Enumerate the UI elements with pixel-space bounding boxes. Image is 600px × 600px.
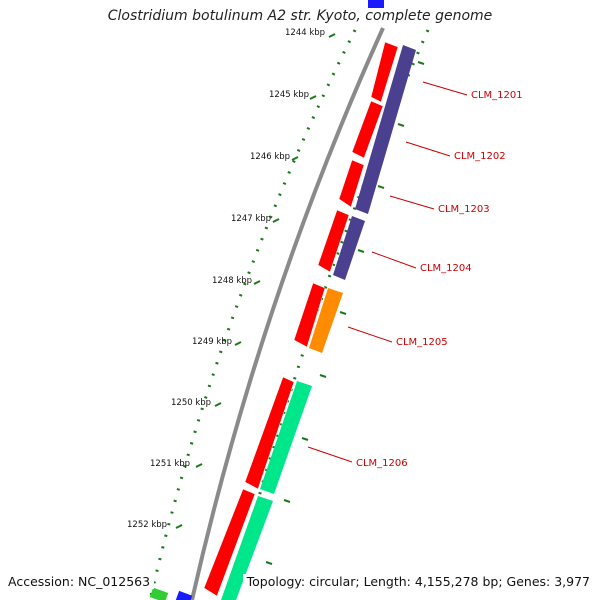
kbp-tick: [253, 280, 261, 285]
genome-summary-text: Topology: circular; Length: 4,155,278 bp…: [242, 574, 590, 589]
cds-arrow: [317, 209, 350, 273]
label-leaders: [307, 81, 468, 463]
gene-label: CLM_1206: [356, 458, 408, 469]
kbp-label: 1252 kbp: [127, 520, 167, 530]
kbp-label: 1250 kbp: [171, 398, 211, 408]
gene-label: CLM_1205: [396, 337, 448, 348]
gene-label: CLM_1203: [438, 204, 490, 215]
kbp-tick: [175, 524, 183, 529]
kbp-tick: [291, 156, 299, 161]
kbp-label: 1246 kbp: [250, 152, 290, 162]
inner-block: [260, 381, 312, 494]
cds-arrow: [203, 488, 256, 597]
kbp-tick: [234, 341, 242, 346]
inner-ticks: [265, 61, 425, 565]
inner-block: [309, 288, 343, 353]
forward-cds-track: [203, 41, 399, 597]
gene-label: CLM_1201: [471, 90, 523, 101]
cds-arrow: [338, 159, 365, 208]
kbp-label: 1245 kbp: [269, 90, 309, 100]
outer-dotted-ring: [148, 29, 357, 600]
partial-feature-top: [368, 0, 384, 8]
kbp-tick: [272, 218, 280, 223]
kbp-tick: [328, 33, 336, 38]
cds-arrow: [370, 41, 399, 103]
kbp-label: 1247 kbp: [231, 214, 271, 224]
inner-block: [333, 216, 365, 280]
kbp-label: 1248 kbp: [212, 276, 252, 286]
gene-labels: CLM_1201 CLM_1202 CLM_1203 CLM_1204 CLM_…: [356, 90, 523, 469]
inner-block: [355, 45, 416, 214]
accession-text: Accession: NC_012563: [8, 574, 155, 589]
genome-backbone: [190, 27, 385, 600]
gene-label: CLM_1204: [420, 263, 472, 274]
reverse-cds-track: [221, 45, 416, 600]
partial-feature-bottom-green: [149, 587, 169, 600]
kbp-label: 1251 kbp: [150, 459, 190, 469]
kbp-label: 1249 kbp: [192, 337, 232, 347]
partial-feature-bottom-blue: [175, 590, 193, 600]
cds-arrow: [293, 282, 326, 348]
kbp-scale: 1244 kbp 1245 kbp 1246 kbp 1247 kbp 1248…: [127, 28, 336, 530]
kbp-tick: [214, 402, 222, 407]
gene-label: CLM_1202: [454, 151, 506, 162]
kbp-tick: [309, 95, 317, 100]
cds-arrow: [351, 100, 384, 159]
kbp-label: 1244 kbp: [285, 28, 325, 38]
cds-arrow: [244, 376, 295, 490]
inner-block: [221, 496, 273, 600]
map-title: Clostridium botulinum A2 str. Kyoto, com…: [107, 8, 493, 24]
kbp-tick: [195, 463, 203, 468]
